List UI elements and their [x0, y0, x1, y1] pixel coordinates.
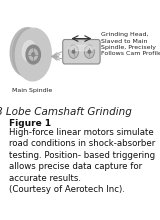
Circle shape: [26, 45, 40, 64]
Ellipse shape: [68, 45, 94, 51]
Ellipse shape: [15, 28, 51, 81]
Ellipse shape: [12, 29, 46, 77]
Circle shape: [88, 50, 90, 53]
Text: High-force linear motors simulate road conditions in shock-absorber testing. Pos: High-force linear motors simulate road c…: [9, 128, 155, 194]
Ellipse shape: [10, 28, 43, 76]
Ellipse shape: [22, 40, 36, 61]
Text: Grinding Head,
Slaved to Main
Spindle, Precisely
Follows Cam Profile: Grinding Head, Slaved to Main Spindle, P…: [101, 32, 160, 56]
Circle shape: [68, 45, 79, 58]
FancyBboxPatch shape: [63, 40, 100, 64]
Text: 8 Lobe Camshaft Grinding: 8 Lobe Camshaft Grinding: [0, 107, 131, 117]
Text: Figure 1: Figure 1: [9, 119, 51, 128]
Ellipse shape: [15, 29, 48, 78]
Circle shape: [32, 53, 35, 57]
Circle shape: [84, 45, 94, 58]
Text: Main Spindle: Main Spindle: [12, 88, 52, 94]
Circle shape: [72, 50, 75, 53]
Circle shape: [29, 49, 38, 60]
